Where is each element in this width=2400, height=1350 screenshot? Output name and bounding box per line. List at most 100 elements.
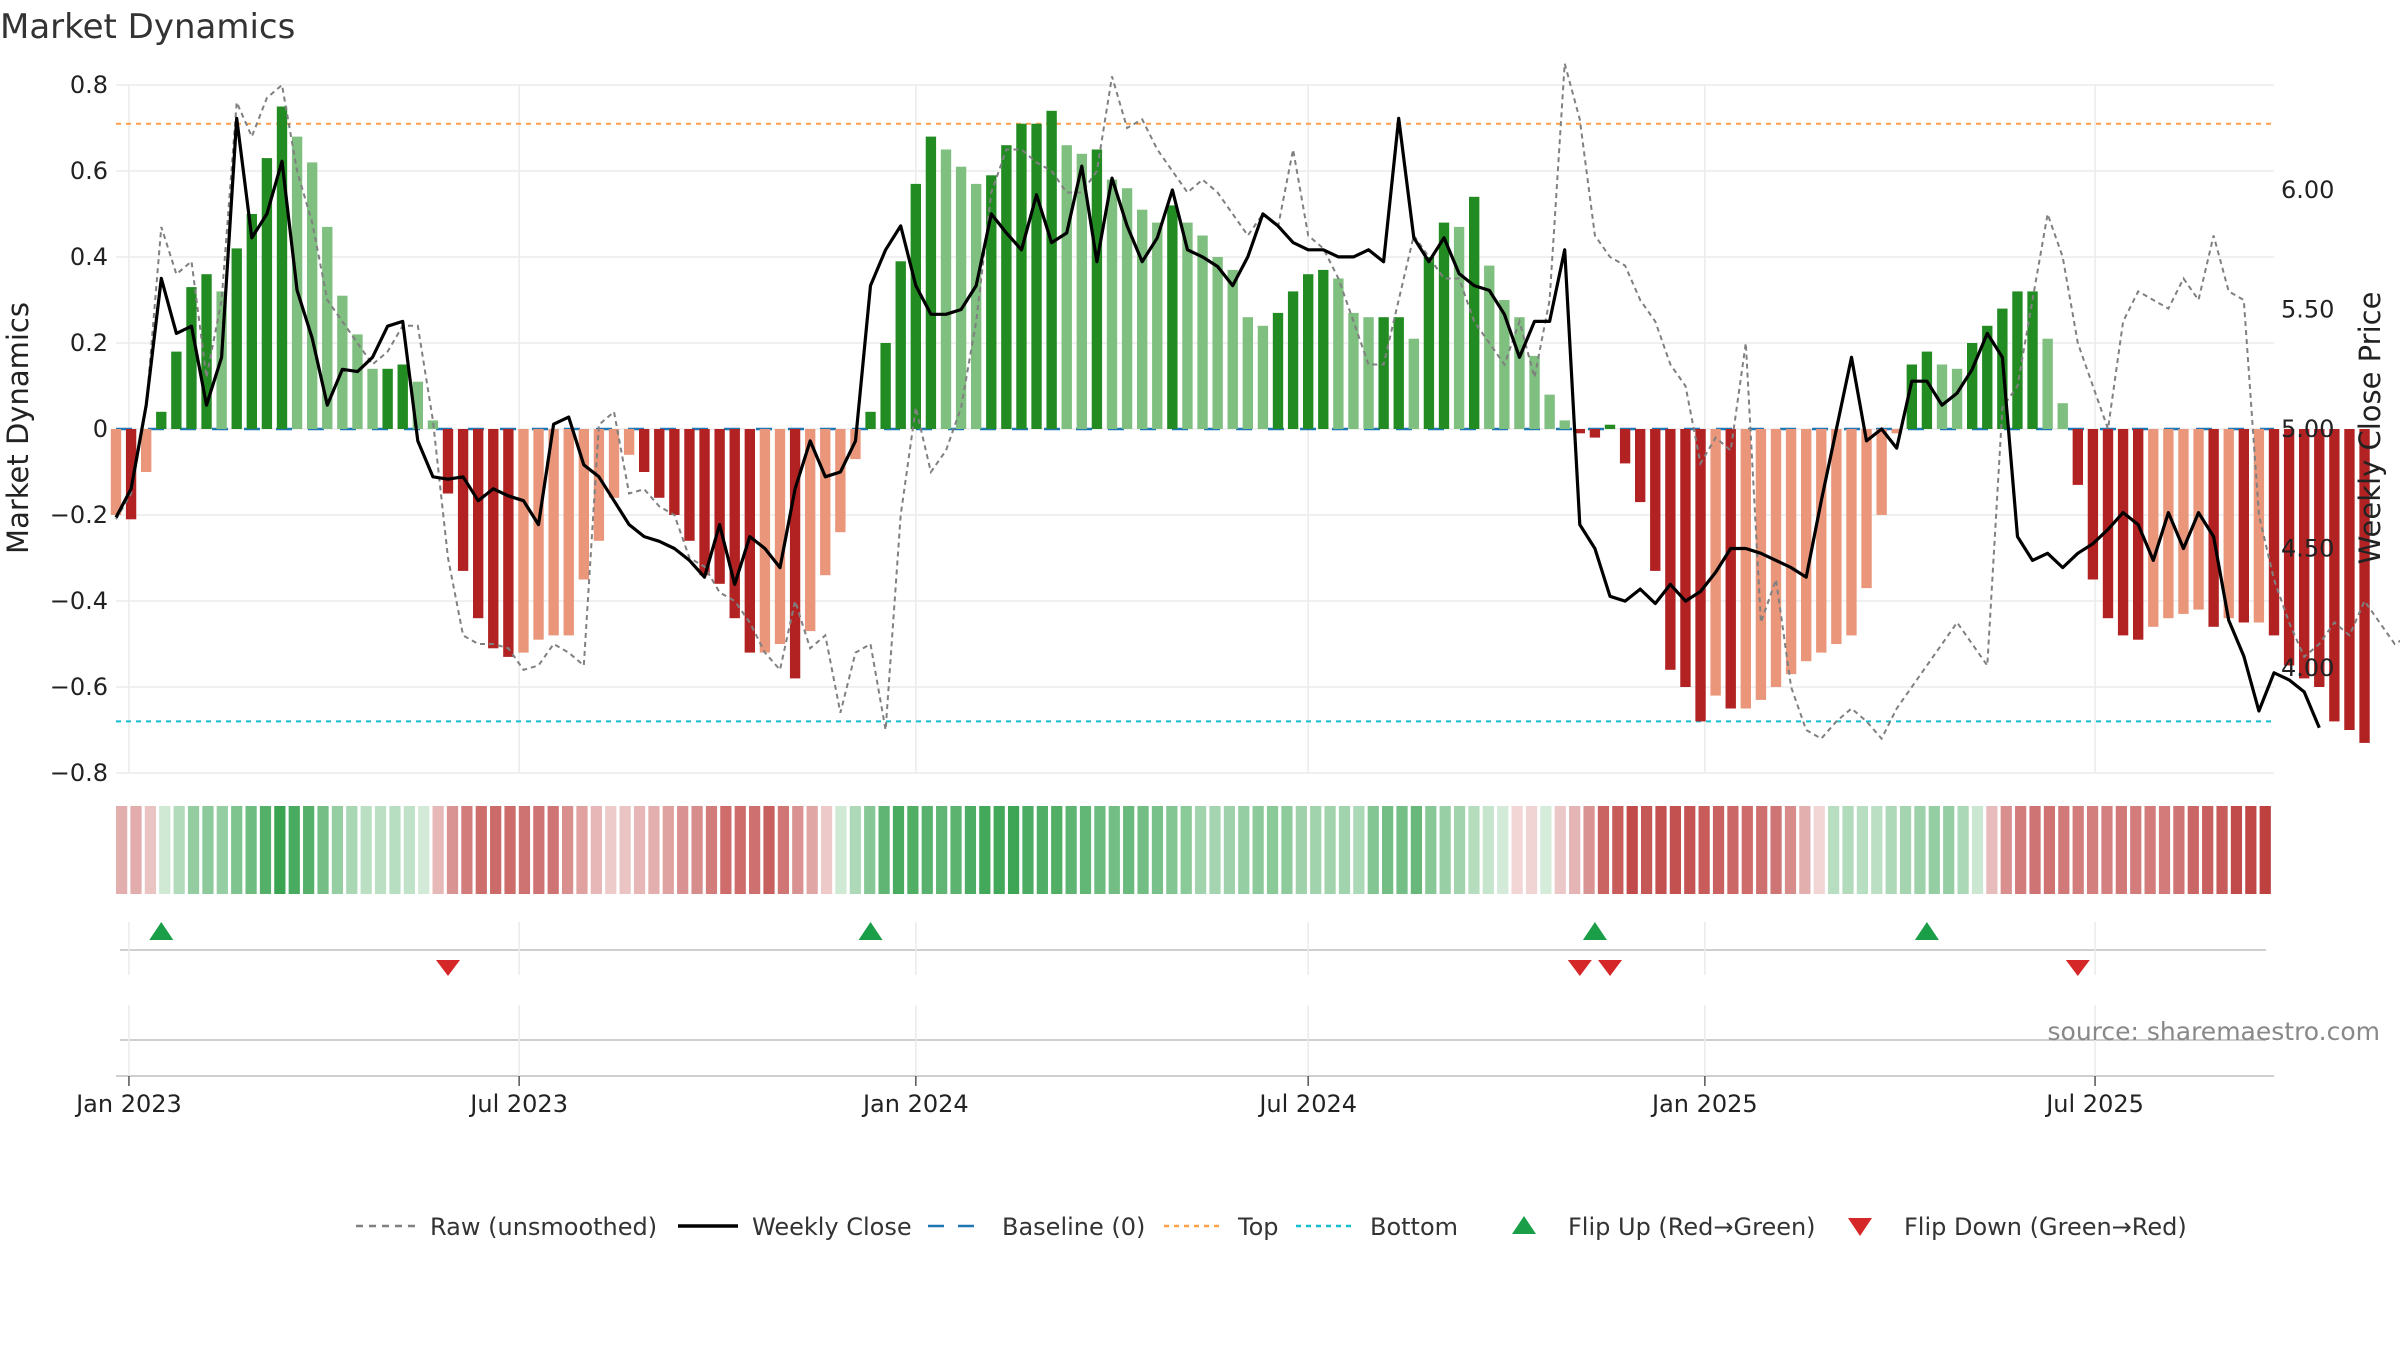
regime-cell <box>1842 806 1854 894</box>
dynamics-bar <box>1469 196 1480 429</box>
regime-cell <box>2259 806 2271 894</box>
regime-cell <box>1799 806 1811 894</box>
legend-label: Flip Up (Red→Green) <box>1568 1213 1816 1241</box>
dynamics-bar <box>1212 257 1223 429</box>
dynamics-bar <box>1167 205 1178 429</box>
y-tick-label: −0.6 <box>50 673 108 701</box>
dynamics-bar <box>669 429 680 515</box>
x-axis: Jan 2023 Jul 2023 Jan 2024 Jul 2024 Jan 2025… <box>74 1076 2144 1118</box>
regime-cell <box>1856 806 1869 894</box>
regime-cell <box>432 806 444 894</box>
flip-down-marker <box>436 960 460 976</box>
x-tick-label: Jul 2024 <box>1257 1090 1357 1118</box>
legend-item: Bottom <box>1296 1213 1458 1241</box>
dynamics-bar <box>789 429 801 679</box>
regime-cell <box>864 806 876 894</box>
regime-cell <box>1123 806 1135 894</box>
legend-label: Flip Down (Green→Red) <box>1904 1213 2187 1241</box>
dynamics-bar <box>1031 123 1042 429</box>
y-tick-label: 0.4 <box>70 243 108 271</box>
y-tick-label: 0.8 <box>70 71 108 99</box>
regime-cell <box>2202 806 2214 894</box>
regime-cell <box>720 806 732 894</box>
regime-cell <box>1238 806 1250 894</box>
regime-cell <box>2101 806 2113 894</box>
dynamics-bar <box>2223 429 2234 619</box>
y-axis-label: Market Dynamics <box>1 302 35 554</box>
regime-cell <box>331 806 344 894</box>
regime-cell <box>993 806 1005 894</box>
regime-cell <box>2187 806 2199 894</box>
regime-cell <box>1669 806 1681 894</box>
dynamics-bar <box>1453 226 1465 429</box>
dynamics-bar <box>1936 364 1948 429</box>
regime-cell <box>1396 806 1408 894</box>
dynamics-bar <box>2193 429 2204 610</box>
regime-cell <box>2230 806 2243 894</box>
dynamics-bar <box>940 149 952 429</box>
regime-cell <box>1885 806 1897 894</box>
dynamics-bar <box>1484 265 1495 429</box>
regime-cell <box>1497 806 1509 894</box>
flip-up-marker <box>858 922 883 940</box>
dynamics-bar <box>1906 364 1917 429</box>
regime-cell <box>749 806 761 894</box>
regime-cell <box>245 806 257 894</box>
regime-cell <box>633 806 646 894</box>
regime-cell <box>892 806 905 894</box>
dynamics-bar <box>1227 269 1238 429</box>
dynamics-bar <box>261 158 273 429</box>
dynamics-bar <box>910 183 921 429</box>
legend-item: Raw (unsmoothed) <box>356 1213 657 1241</box>
regime-cell <box>418 806 430 894</box>
regime-cell <box>1914 806 1926 894</box>
regime-cell <box>1410 806 1423 894</box>
dynamics-bar <box>1076 153 1087 430</box>
regime-cell <box>1899 806 1912 894</box>
regime-cell <box>590 806 602 894</box>
dynamics-bar <box>412 381 423 429</box>
dynamics-bar <box>1695 429 1706 722</box>
y-tick-label: −0.4 <box>50 587 108 615</box>
dynamics-bar <box>608 429 620 498</box>
regime-cell <box>1871 806 1883 894</box>
dynamics-bars <box>110 106 2370 743</box>
y2-tick-label: 5.50 <box>2281 296 2334 324</box>
source-note: source: sharemaestro.com <box>2048 1017 2381 1046</box>
regime-cell <box>2158 806 2171 894</box>
regime-cell <box>1180 806 1192 894</box>
dynamics-bar <box>1921 351 1933 429</box>
dynamics-bar <box>1378 317 1389 429</box>
dynamics-bar <box>1589 429 1601 438</box>
regime-cell <box>777 806 790 894</box>
regime-cell <box>1813 806 1825 894</box>
dynamics-bar <box>1514 317 1525 429</box>
dynamics-bar <box>1604 424 1616 429</box>
dynamics-bar <box>548 429 559 636</box>
regime-cell <box>1756 806 1768 894</box>
regime-cell <box>1453 806 1466 894</box>
dynamics-bar <box>2057 403 2068 429</box>
regime-cell <box>1425 806 1437 894</box>
regime-cell <box>2086 806 2099 894</box>
dynamics-bar <box>2042 338 2053 429</box>
dynamics-bar <box>1574 429 1585 434</box>
regime-cell <box>1569 806 1581 894</box>
dynamics-bar <box>1438 222 1450 429</box>
regime-cell <box>950 806 962 894</box>
regime-cell <box>1324 806 1336 894</box>
x-tick-label: Jul 2025 <box>2044 1090 2144 1118</box>
y-tick-label: 0 <box>93 415 108 443</box>
regime-cell <box>173 806 185 894</box>
y-tick-label: 0.2 <box>70 329 108 357</box>
dynamics-bar <box>397 364 408 429</box>
regime-cell <box>1554 806 1566 894</box>
flip-up-marker <box>1914 922 1939 940</box>
regime-cell <box>144 806 156 894</box>
legend: Raw (unsmoothed) Weekly Close Baseline (0)… <box>356 1213 2187 1241</box>
regime-cell <box>561 806 574 894</box>
regime-cell <box>921 806 933 894</box>
regime-cell <box>1957 806 1969 894</box>
regime-cell <box>1338 806 1351 894</box>
dynamics-bar <box>171 351 182 429</box>
